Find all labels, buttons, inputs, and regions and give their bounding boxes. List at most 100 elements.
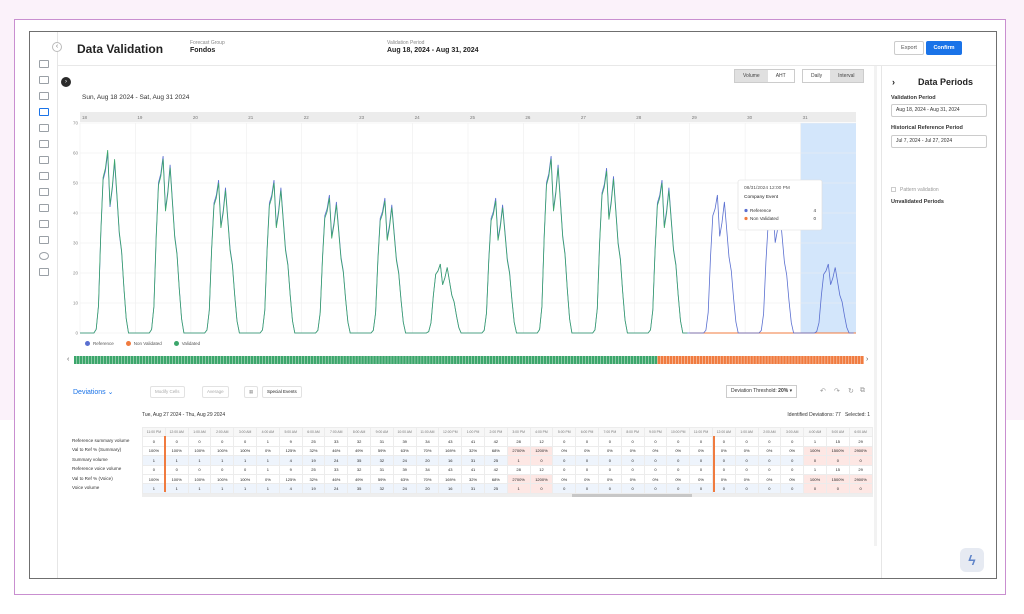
editable-cell[interactable]: 0 <box>734 483 759 494</box>
strip-non-validated-cell[interactable] <box>831 356 834 364</box>
strip-validated-cell[interactable] <box>513 356 517 364</box>
editable-cell[interactable]: 24 <box>324 483 349 494</box>
strip-validated-cell[interactable] <box>561 356 565 364</box>
strip-validated-cell[interactable] <box>79 356 83 364</box>
strip-validated-cell[interactable] <box>394 356 397 364</box>
editable-cell[interactable]: 1 <box>255 455 280 466</box>
editable-cell[interactable]: 0 <box>529 483 554 494</box>
editable-cell[interactable]: 35 <box>347 483 371 494</box>
clipboard-icon[interactable] <box>39 156 49 164</box>
editable-cell[interactable]: 35 <box>347 455 371 466</box>
scroll-right-icon[interactable]: › <box>866 356 869 363</box>
strip-validated-cell[interactable] <box>103 356 107 364</box>
modify-cells-button[interactable]: Modify Cells <box>150 386 185 398</box>
editable-cell[interactable]: 1 <box>210 483 235 494</box>
strip-validated-cell[interactable] <box>307 356 310 364</box>
deviations-dropdown[interactable]: Deviations ⌄ <box>73 388 114 396</box>
strip-non-validated-cell[interactable] <box>738 356 741 364</box>
data-validation-icon[interactable] <box>39 108 49 116</box>
redo-icon[interactable]: ↷ <box>834 388 840 395</box>
strip-validated-cell[interactable] <box>97 356 101 364</box>
strip-validated-cell[interactable] <box>597 356 601 364</box>
strip-non-validated-cell[interactable] <box>744 356 747 364</box>
strip-validated-cell[interactable] <box>648 356 652 364</box>
strip-validated-cell[interactable] <box>654 356 658 364</box>
strip-validated-cell[interactable] <box>88 356 92 364</box>
strip-validated-cell[interactable] <box>220 356 224 364</box>
strip-validated-cell[interactable] <box>232 356 236 364</box>
strip-validated-cell[interactable] <box>76 356 80 364</box>
strip-validated-cell[interactable] <box>382 356 385 364</box>
editable-cell[interactable]: 25 <box>483 483 508 494</box>
strip-validated-cell[interactable] <box>319 356 322 364</box>
strip-non-validated-cell[interactable] <box>828 356 831 364</box>
strip-validated-cell[interactable] <box>199 356 203 364</box>
strip-non-validated-cell[interactable] <box>771 356 774 364</box>
strip-validated-cell[interactable] <box>495 356 499 364</box>
editable-cell[interactable]: 0 <box>666 455 691 466</box>
editable-cell[interactable]: 0 <box>848 483 873 494</box>
strip-validated-cell[interactable] <box>504 356 508 364</box>
strip-validated-cell[interactable] <box>400 356 403 364</box>
strip-validated-cell[interactable] <box>322 356 325 364</box>
editable-cell[interactable]: 19 <box>301 483 326 494</box>
strip-non-validated-cell[interactable] <box>789 356 792 364</box>
strip-validated-cell[interactable] <box>286 356 290 364</box>
strip-validated-cell[interactable] <box>277 356 281 364</box>
strip-non-validated-cell[interactable] <box>726 356 729 364</box>
strip-validated-cell[interactable] <box>564 356 568 364</box>
editable-cell[interactable]: 0 <box>825 483 850 494</box>
strip-validated-cell[interactable] <box>558 356 562 364</box>
strip-non-validated-cell[interactable] <box>801 356 804 364</box>
strip-non-validated-cell[interactable] <box>816 356 819 364</box>
strip-validated-cell[interactable] <box>454 356 457 364</box>
editable-cell[interactable]: 31 <box>461 455 485 466</box>
strip-validated-cell[interactable] <box>543 356 547 364</box>
editable-cell[interactable]: 4 <box>278 455 303 466</box>
strip-validated-cell[interactable] <box>373 356 376 364</box>
editable-cell[interactable]: 0 <box>643 455 668 466</box>
strip-non-validated-cell[interactable] <box>825 356 828 364</box>
strip-non-validated-cell[interactable] <box>765 356 768 364</box>
strip-validated-cell[interactable] <box>211 356 215 364</box>
strip-non-validated-cell[interactable] <box>798 356 801 364</box>
strip-validated-cell[interactable] <box>136 356 140 364</box>
strip-validated-cell[interactable] <box>184 356 188 364</box>
strip-validated-cell[interactable] <box>415 356 418 364</box>
strip-validated-cell[interactable] <box>301 356 305 364</box>
strip-validated-cell[interactable] <box>567 356 571 364</box>
strip-validated-cell[interactable] <box>169 356 173 364</box>
strip-non-validated-cell[interactable] <box>660 356 664 364</box>
strip-non-validated-cell[interactable] <box>834 356 837 364</box>
strip-validated-cell[interactable] <box>127 356 131 364</box>
strip-validated-cell[interactable] <box>349 356 352 364</box>
editable-cell[interactable]: 16 <box>438 455 463 466</box>
strip-validated-cell[interactable] <box>145 356 149 364</box>
strip-validated-cell[interactable] <box>531 356 535 364</box>
strip-validated-cell[interactable] <box>295 356 299 364</box>
strip-validated-cell[interactable] <box>457 356 460 364</box>
strip-validated-cell[interactable] <box>588 356 592 364</box>
strip-non-validated-cell[interactable] <box>678 356 682 364</box>
export-button[interactable]: Export <box>894 41 924 55</box>
strip-non-validated-cell[interactable] <box>723 356 726 364</box>
strip-non-validated-cell[interactable] <box>729 356 732 364</box>
strip-validated-cell[interactable] <box>253 356 257 364</box>
strip-validated-cell[interactable] <box>639 356 643 364</box>
strip-validated-cell[interactable] <box>121 356 125 364</box>
strip-non-validated-cell[interactable] <box>699 356 703 364</box>
strip-non-validated-cell[interactable] <box>858 356 861 364</box>
strip-non-validated-cell[interactable] <box>705 356 708 364</box>
strip-validated-cell[interactable] <box>358 356 361 364</box>
strip-validated-cell[interactable] <box>289 356 293 364</box>
strip-validated-cell[interactable] <box>247 356 251 364</box>
strip-validated-cell[interactable] <box>525 356 529 364</box>
strip-validated-cell[interactable] <box>439 356 442 364</box>
strip-validated-cell[interactable] <box>573 356 577 364</box>
strip-validated-cell[interactable] <box>244 356 248 364</box>
strip-validated-cell[interactable] <box>124 356 128 364</box>
strip-validated-cell[interactable] <box>154 356 158 364</box>
strip-validated-cell[interactable] <box>217 356 221 364</box>
strip-non-validated-cell[interactable] <box>684 356 688 364</box>
editable-cell[interactable]: 0 <box>597 483 622 494</box>
